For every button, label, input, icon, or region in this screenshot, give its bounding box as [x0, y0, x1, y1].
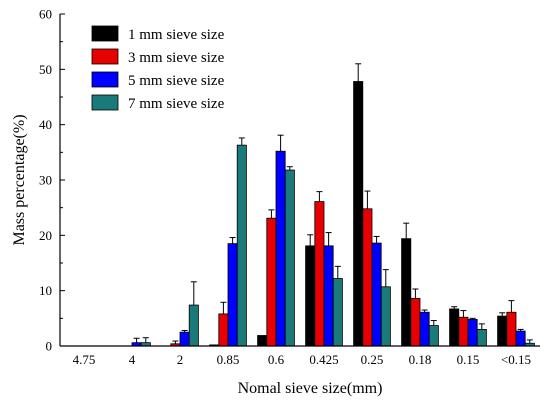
y-tick-label: 30: [39, 173, 52, 188]
bar: [467, 319, 478, 347]
y-tick-label: 60: [39, 7, 52, 22]
y-ticks: 0 10 20 30 40 50 60: [39, 7, 65, 354]
bar: [323, 245, 334, 347]
bar: [515, 330, 526, 347]
bar: [353, 81, 364, 347]
legend-swatch: [91, 71, 119, 88]
bar: [362, 208, 373, 347]
y-tick-label: 50: [39, 62, 52, 77]
x-tick-label: 0.18: [409, 352, 432, 367]
x-tick-label: 4: [129, 352, 136, 367]
bar: [410, 298, 421, 347]
x-axis-title: Nomal sieve size(mm): [238, 380, 383, 397]
x-tick-label: 0.25: [361, 352, 384, 367]
bar: [419, 311, 430, 347]
bar: [428, 325, 439, 347]
bar: [371, 242, 382, 347]
legend-label: 1 mm sieve size: [128, 27, 225, 43]
bar: [179, 331, 190, 347]
bar: [506, 311, 517, 347]
bars-layer: [131, 81, 535, 347]
legend: 1 mm sieve size 3 mm sieve size 5 mm sieve…: [91, 25, 225, 112]
bar: [332, 278, 343, 347]
y-tick-label: 20: [39, 228, 52, 243]
bar: [236, 144, 247, 347]
bar: [305, 245, 316, 347]
x-tick-label: <0.15: [501, 352, 531, 367]
legend-label: 5 mm sieve size: [128, 73, 225, 89]
x-tick-label: 2: [177, 352, 184, 367]
error-bars-layer: [133, 63, 533, 344]
bar: [188, 304, 199, 347]
bar: [458, 316, 469, 347]
x-tick-label: 0.425: [309, 352, 338, 367]
bar: [266, 217, 277, 347]
bar: [218, 313, 229, 347]
bar: [449, 308, 460, 347]
bar: [275, 150, 286, 347]
bar: [380, 286, 391, 347]
bar: [257, 335, 268, 347]
x-tick-label: 0.15: [457, 352, 480, 367]
x-ticks: 4.75 4 2 0.85 0.6 0.425 0.25 0.18 0.15 <0.15: [73, 352, 531, 367]
legend-label: 3 mm sieve size: [128, 50, 225, 66]
bar: [314, 201, 325, 347]
bar: [476, 328, 487, 347]
legend-swatch: [91, 94, 119, 111]
y-tick-label: 40: [39, 117, 52, 132]
bar: [227, 243, 238, 347]
legend-swatch: [91, 48, 119, 65]
legend-swatch: [91, 25, 119, 42]
y-tick-label: 10: [39, 283, 52, 298]
x-tick-label: 0.6: [268, 352, 285, 367]
y-tick-label: 0: [46, 339, 53, 354]
legend-label: 7 mm sieve size: [128, 96, 225, 112]
x-tick-label: 0.85: [217, 352, 240, 367]
bar: [497, 315, 508, 347]
bar: [284, 169, 295, 347]
y-axis-title: Mass percentage(%): [11, 114, 28, 245]
x-tick-label: 4.75: [73, 352, 96, 367]
bar: [401, 238, 412, 347]
